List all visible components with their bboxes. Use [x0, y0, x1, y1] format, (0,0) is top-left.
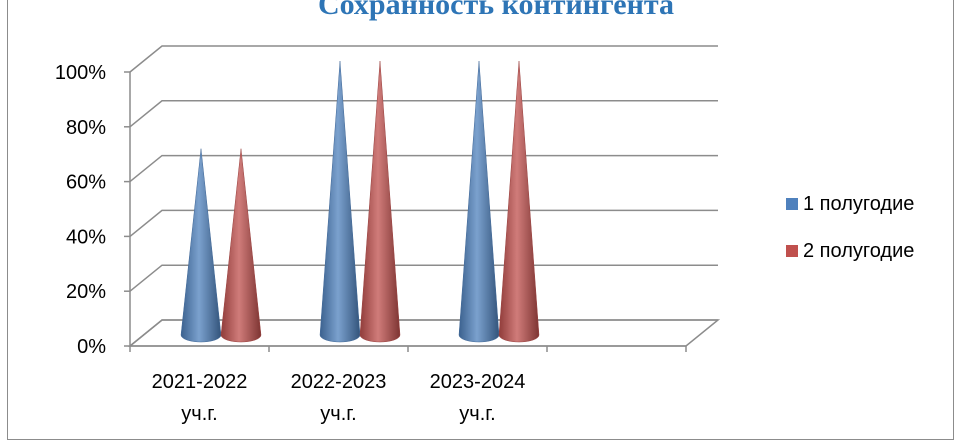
cone-1-3: [458, 60, 500, 343]
legend-swatch: [786, 198, 798, 210]
gridline: [129, 154, 718, 183]
y-tick-label: 100%: [55, 62, 106, 84]
y-tick-labels: 0% 20% 40% 60% 80% 100%: [55, 62, 130, 358]
cone-body: [220, 148, 262, 343]
y-tick-label: 20%: [66, 281, 106, 303]
chart-svg: Сохранность контингента 0% 20% 40% 60% 80% 10…: [55, 0, 915, 425]
gridline: [129, 264, 718, 292]
gridline: [129, 100, 718, 128]
legend-swatch: [786, 245, 798, 257]
cone-2-2: [359, 60, 401, 343]
cone-body: [359, 60, 401, 343]
category-labels: 2021-2022 уч.г. 2022-2023 уч.г. 2023-2024 уч.…: [152, 371, 526, 425]
legend-item-2: 2 полугодие: [786, 240, 914, 262]
cone-body: [319, 60, 361, 343]
y-tick-label: 60%: [66, 172, 106, 194]
x-tick-label: 2021-2022: [152, 371, 248, 393]
chart-frame: Сохранность контингента 0% 20% 40% 60% 80% 10…: [7, 0, 954, 440]
cone-body: [458, 60, 500, 343]
y-tick-label: 80%: [66, 117, 106, 139]
axes: [129, 72, 687, 352]
side-wall: [130, 46, 162, 346]
chart-title: Сохранность контингента: [318, 0, 674, 21]
y-tick-label: 40%: [66, 226, 106, 248]
cone-1-2: [319, 60, 361, 343]
gridline: [129, 45, 718, 73]
cone-series: [180, 60, 540, 343]
x-tick-label: 2023-2024: [430, 371, 526, 393]
x-tick-label: уч.г.: [459, 403, 495, 425]
gridlines: [129, 45, 718, 347]
cone-body: [498, 60, 540, 343]
legend-label: 1 полугодие: [803, 193, 914, 215]
gridline: [129, 209, 718, 237]
legend-label: 2 полугодие: [803, 240, 914, 262]
x-tick-label: 2022-2023: [291, 371, 387, 393]
cone-1-1: [180, 148, 222, 343]
y-tick-label: 0%: [77, 336, 106, 358]
x-tick-label: уч.г.: [181, 403, 217, 425]
legend: 1 полугодие 2 полугодие: [786, 193, 914, 262]
cone-2-1: [220, 148, 262, 343]
chart-walls: [127, 46, 721, 347]
legend-item-1: 1 полугодие: [786, 193, 914, 215]
cone-body: [180, 148, 222, 343]
cone-2-3: [498, 60, 540, 343]
x-tick-label: уч.г.: [320, 403, 356, 425]
